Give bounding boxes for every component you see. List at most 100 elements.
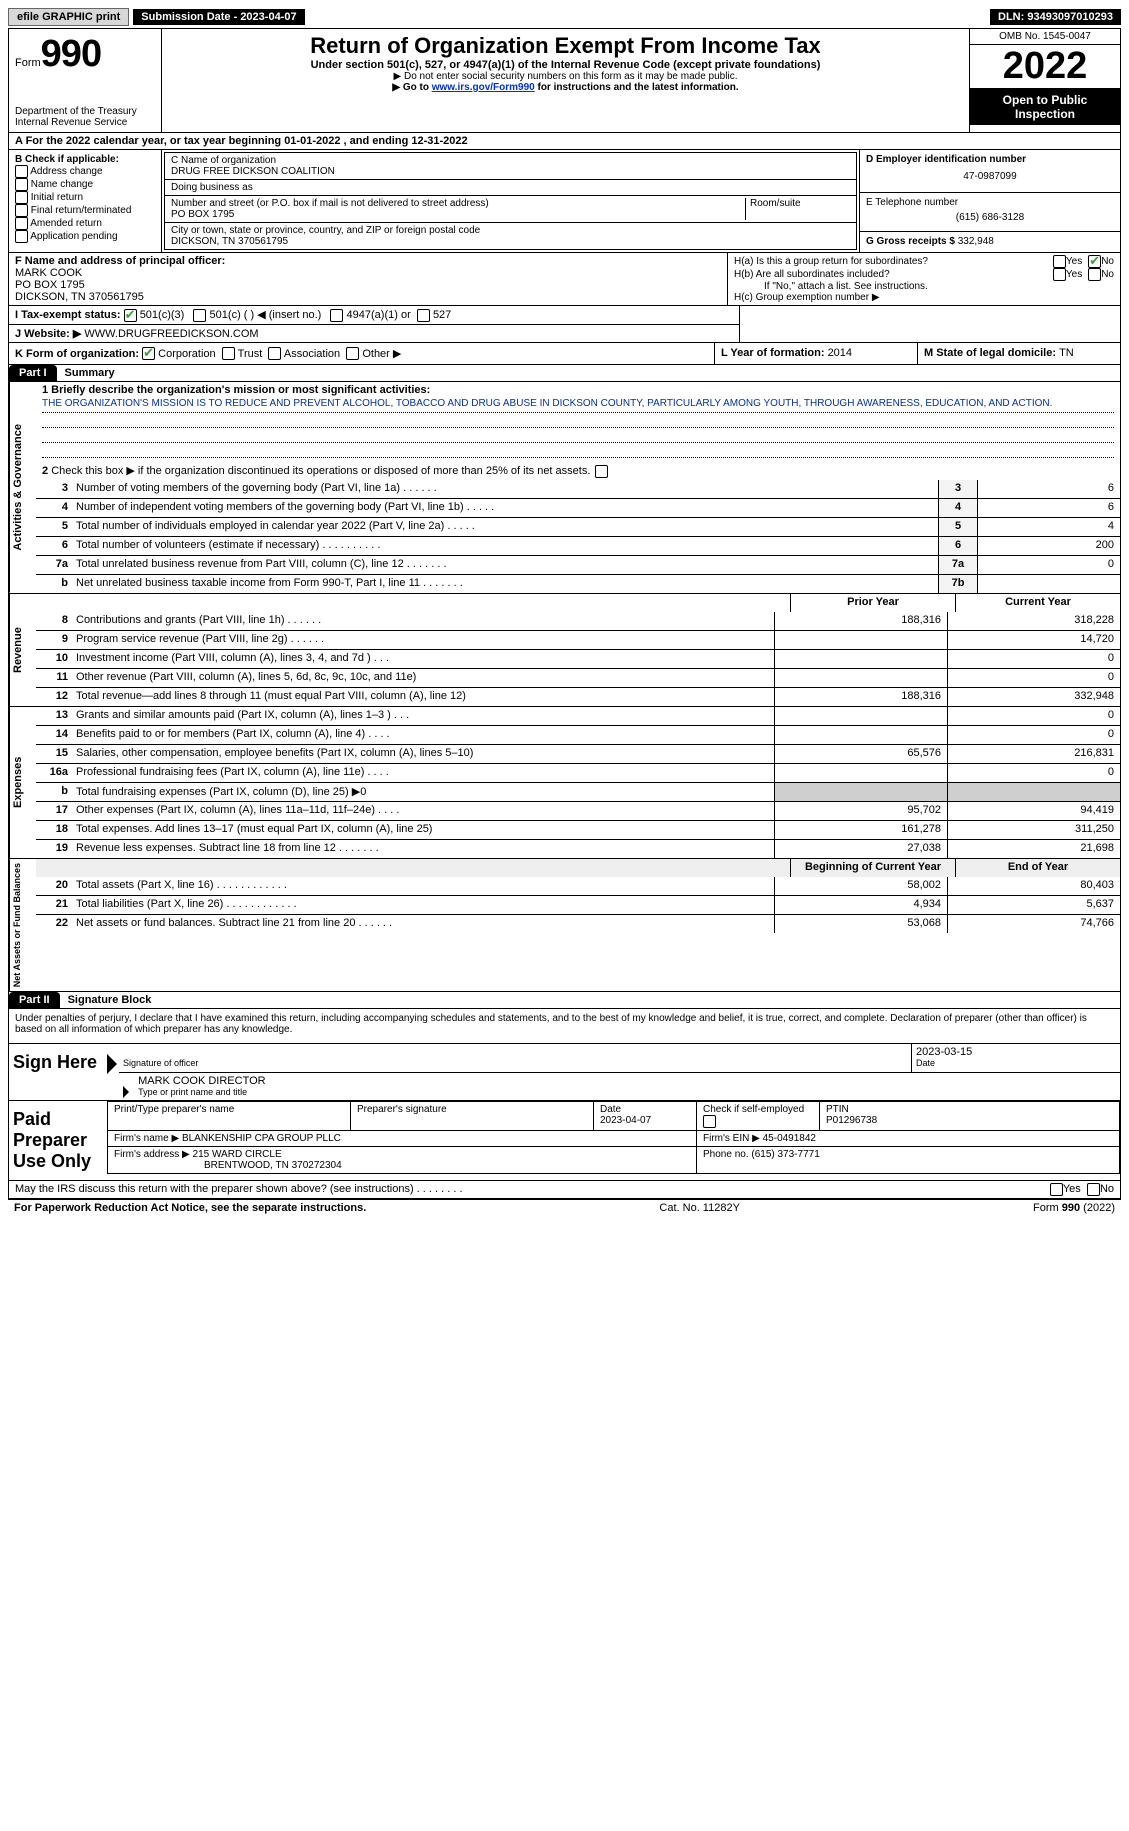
i-4947: 4947(a)(1) or	[347, 309, 411, 321]
line-box: 3	[938, 480, 978, 498]
irs-link[interactable]: www.irs.gov/Form990	[432, 82, 535, 93]
hb-no-checkbox[interactable]	[1088, 268, 1101, 281]
k-corp-checkbox[interactable]	[142, 347, 155, 360]
part2-title: Signature Block	[60, 992, 160, 1008]
line-text: Number of voting members of the governin…	[72, 480, 938, 498]
colb-item-label: Initial return	[31, 192, 83, 203]
col-current-year: Current Year	[955, 594, 1120, 612]
declaration-text: Under penalties of perjury, I declare th…	[9, 1009, 1120, 1043]
note-goto-post: for instructions and the latest informat…	[535, 82, 739, 93]
line-value: 0	[978, 556, 1120, 574]
ein-value: 47-0987099	[866, 165, 1114, 188]
footer-right: Form 990 (2022)	[1033, 1202, 1115, 1214]
line-num: b	[36, 783, 72, 801]
row-m-label: M State of legal domicile:	[924, 347, 1059, 359]
colb-checkbox[interactable]	[15, 165, 28, 178]
line-prior	[774, 669, 947, 687]
part1-header: Part I	[9, 365, 57, 381]
note-goto-pre: ▶ Go to	[392, 82, 431, 93]
row-l-value: 2014	[828, 347, 852, 359]
line-current: 74,766	[947, 915, 1120, 933]
line-current: 14,720	[947, 631, 1120, 649]
colb-checkbox[interactable]	[15, 217, 28, 230]
vert-expenses: Expenses	[9, 707, 36, 858]
i-501c3: 501(c)(3)	[140, 309, 185, 321]
footer-left: For Paperwork Reduction Act Notice, see …	[14, 1202, 366, 1214]
ha-no-checkbox[interactable]	[1088, 255, 1101, 268]
line-box: 6	[938, 537, 978, 555]
may-irs-no-checkbox[interactable]	[1087, 1183, 1100, 1196]
firm-name-label: Firm's name ▶	[114, 1133, 182, 1144]
line-current: 80,403	[947, 877, 1120, 895]
colb-checkbox[interactable]	[15, 191, 28, 204]
type-print-label: Type or print name and title	[138, 1087, 266, 1097]
note-ssn: ▶ Do not enter social security numbers o…	[168, 71, 963, 82]
ha-yes-checkbox[interactable]	[1053, 255, 1066, 268]
check-self-label: Check if self-employed	[703, 1104, 804, 1115]
i-4947-checkbox[interactable]	[330, 309, 343, 322]
line-text: Total assets (Part X, line 16) . . . . .…	[72, 877, 774, 895]
vert-activities: Activities & Governance	[9, 382, 36, 593]
line-num: 9	[36, 631, 72, 649]
line-num: 19	[36, 840, 72, 858]
line-prior: 161,278	[774, 821, 947, 839]
i-501c3-checkbox[interactable]	[124, 309, 137, 322]
q2-checkbox[interactable]	[595, 465, 608, 478]
line-prior: 4,934	[774, 896, 947, 914]
k-trust-checkbox[interactable]	[222, 347, 235, 360]
line-num: 8	[36, 612, 72, 630]
part1-title: Summary	[57, 365, 123, 381]
sign-arrow-icon	[107, 1054, 117, 1074]
colb-checkbox[interactable]	[15, 178, 28, 191]
line-current: 5,637	[947, 896, 1120, 914]
officer-name: MARK COOK	[15, 267, 721, 279]
firm-addr1: 215 WARD CIRCLE	[193, 1149, 282, 1160]
may-irs-yes-checkbox[interactable]	[1050, 1183, 1063, 1196]
line-text: Net unrelated business taxable income fr…	[72, 575, 938, 593]
room-label: Room/suite	[750, 198, 850, 209]
row-m-value: TN	[1059, 347, 1074, 359]
vert-netassets: Net Assets or Fund Balances	[9, 859, 36, 991]
form-number: 990	[41, 33, 101, 75]
i-501c-other: 501(c) ( ) ◀ (insert no.)	[210, 309, 322, 321]
line-current: 0	[947, 669, 1120, 687]
q2-text: Check this box ▶ if the organization dis…	[51, 465, 590, 477]
line-box: 7a	[938, 556, 978, 574]
officer-addr1: PO BOX 1795	[15, 279, 721, 291]
line-prior	[774, 707, 947, 725]
colb-item-label: Amended return	[30, 218, 102, 229]
hb-note: If "No," attach a list. See instructions…	[734, 281, 1114, 292]
form-title: Return of Organization Exempt From Incom…	[168, 33, 963, 59]
prep-date-label: Date	[600, 1104, 690, 1115]
tax-year: 2022	[970, 45, 1120, 89]
officer-label: F Name and address of principal officer:	[15, 255, 721, 267]
line-text: Total fundraising expenses (Part IX, col…	[72, 783, 774, 801]
line-prior	[774, 650, 947, 668]
line-text: Net assets or fund balances. Subtract li…	[72, 915, 774, 933]
line-text: Program service revenue (Part VIII, line…	[72, 631, 774, 649]
city-value: DICKSON, TN 370561795	[171, 236, 850, 247]
line-current: 332,948	[947, 688, 1120, 706]
efile-print-button[interactable]: efile GRAPHIC print	[8, 8, 129, 26]
row-l-label: L Year of formation:	[721, 347, 828, 359]
line-current	[947, 783, 1120, 801]
colb-checkbox[interactable]	[15, 204, 28, 217]
officer-name-title: MARK COOK DIRECTOR	[138, 1075, 266, 1087]
phone-value: (615) 686-3128	[866, 208, 1114, 227]
row-a-period: A For the 2022 calendar year, or tax yea…	[9, 133, 1120, 150]
hb-yes-checkbox[interactable]	[1053, 268, 1066, 281]
hb-yes: Yes	[1066, 269, 1082, 280]
line-value	[978, 575, 1120, 593]
self-employed-checkbox[interactable]	[703, 1115, 716, 1128]
mission-text: THE ORGANIZATION'S MISSION IS TO REDUCE …	[42, 398, 1114, 413]
k-assoc-checkbox[interactable]	[268, 347, 281, 360]
colb-checkbox[interactable]	[15, 230, 28, 243]
line-text: Investment income (Part VIII, column (A)…	[72, 650, 774, 668]
may-irs-no: No	[1100, 1183, 1114, 1196]
line-current: 311,250	[947, 821, 1120, 839]
col-b-header: B Check if applicable:	[15, 154, 155, 165]
city-label: City or town, state or province, country…	[171, 225, 850, 236]
i-527-checkbox[interactable]	[417, 309, 430, 322]
i-501c-checkbox[interactable]	[193, 309, 206, 322]
k-other-checkbox[interactable]	[346, 347, 359, 360]
